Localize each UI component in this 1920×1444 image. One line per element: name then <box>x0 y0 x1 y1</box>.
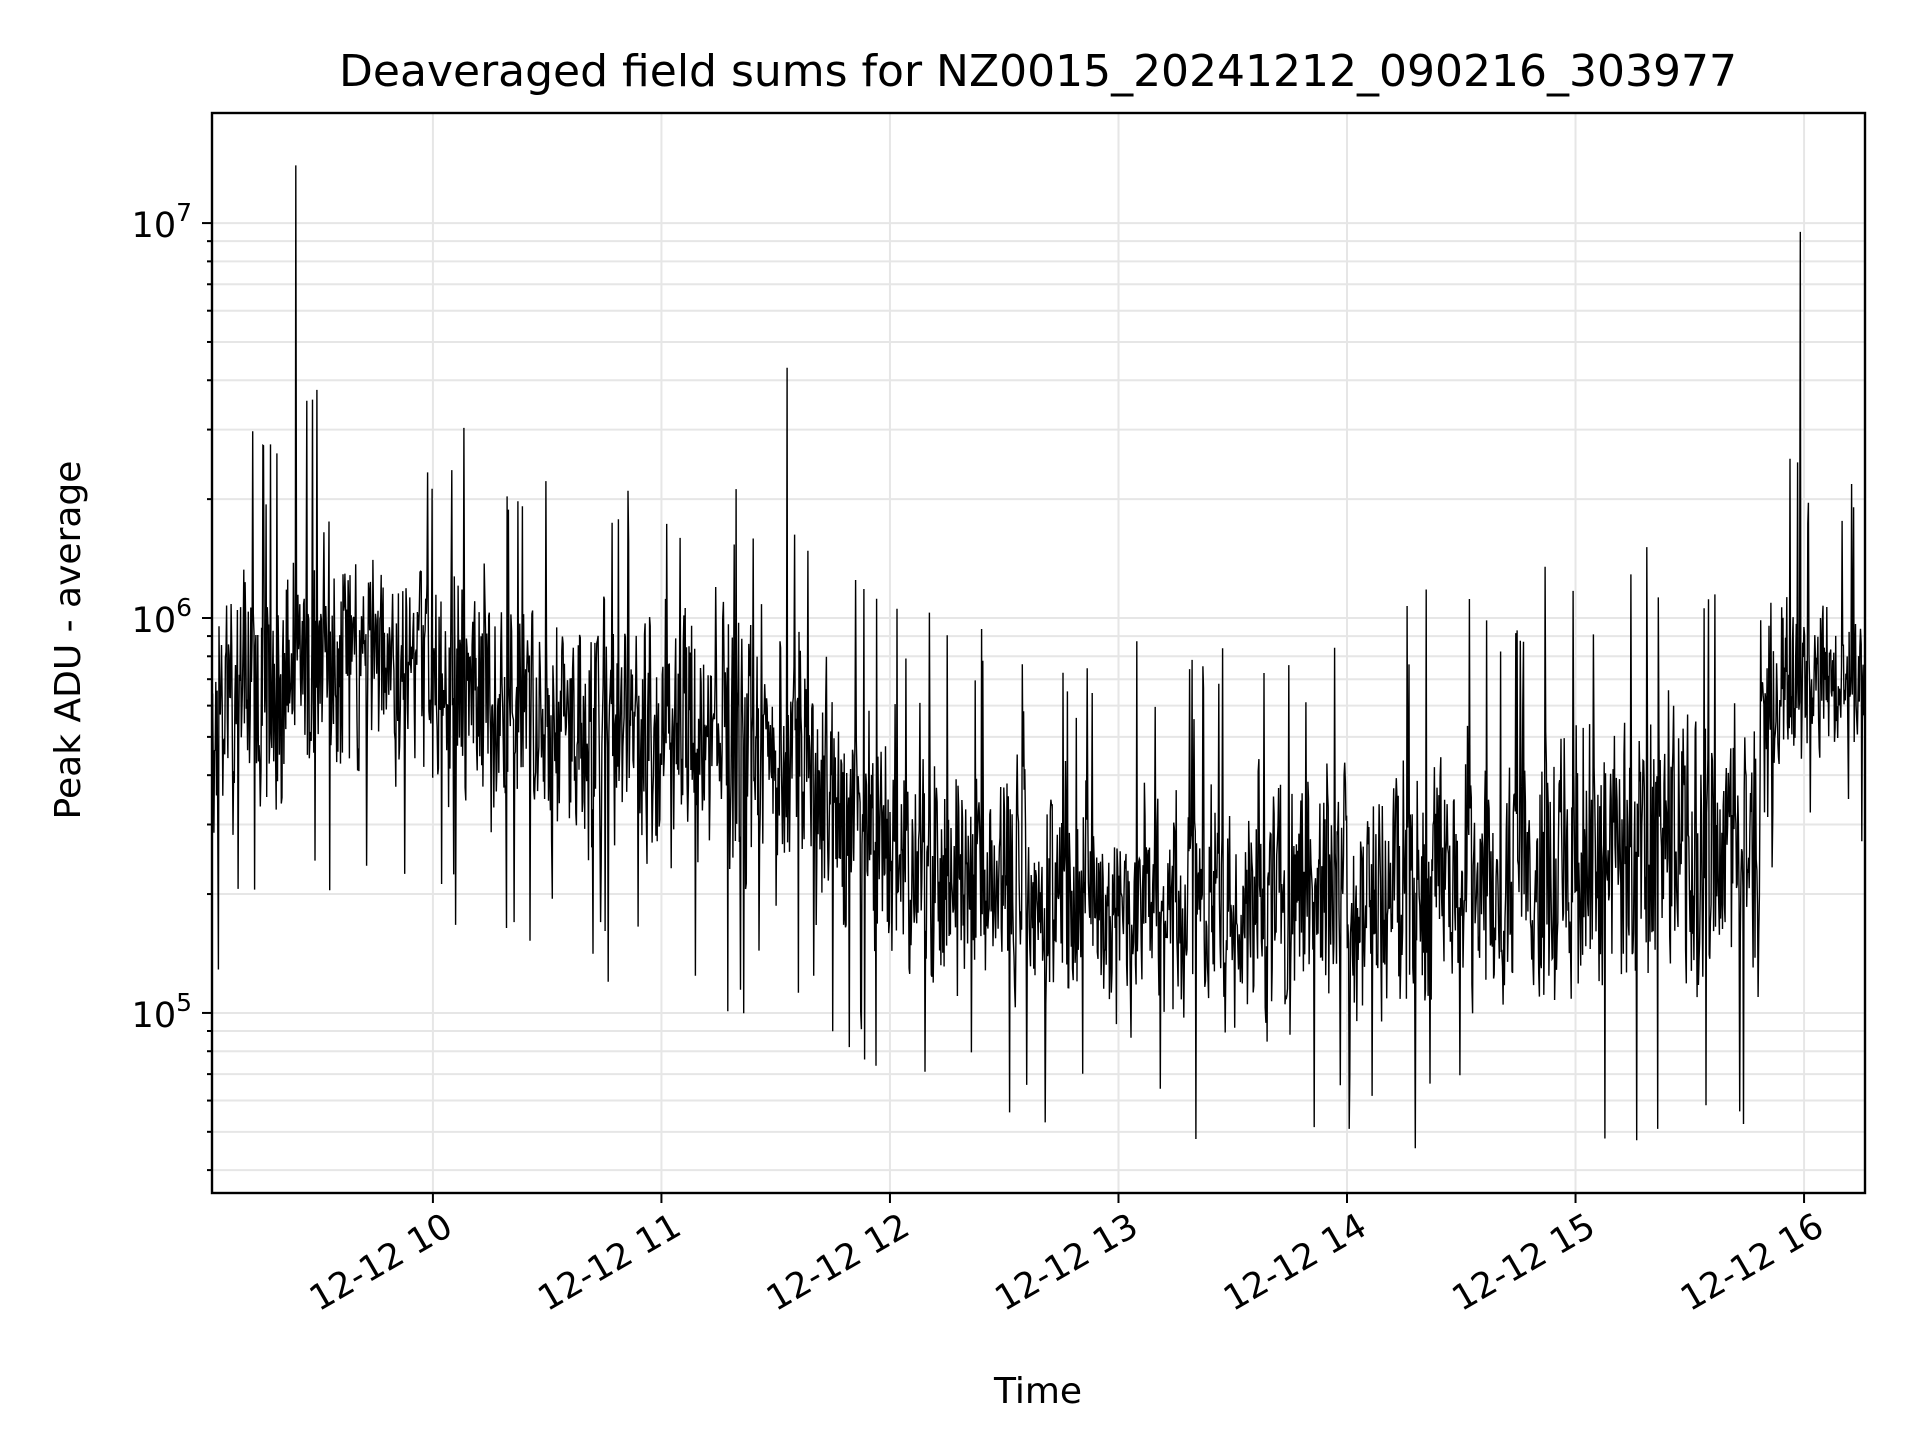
y-tick-base: 10 <box>132 601 177 641</box>
data-series <box>211 165 1866 1149</box>
y-tick-base: 10 <box>132 206 177 246</box>
x-axis-label: Time <box>993 1371 1082 1412</box>
y-tick-exponent: 5 <box>176 988 192 1017</box>
series-line <box>211 165 1866 1149</box>
y-axis-label: Peak ADU - average <box>48 461 89 820</box>
y-tick-exponent: 7 <box>176 198 192 227</box>
y-tick-exponent: 6 <box>176 593 192 622</box>
plot-frame <box>210 111 1867 1195</box>
y-tick-label: 106 <box>132 593 192 641</box>
chart-title: Deaveraged field sums for NZ0015_2024121… <box>339 46 1737 97</box>
y-tick-base: 10 <box>132 996 177 1036</box>
y-tick-label: 107 <box>132 198 192 246</box>
y-tick-label: 105 <box>132 988 192 1036</box>
